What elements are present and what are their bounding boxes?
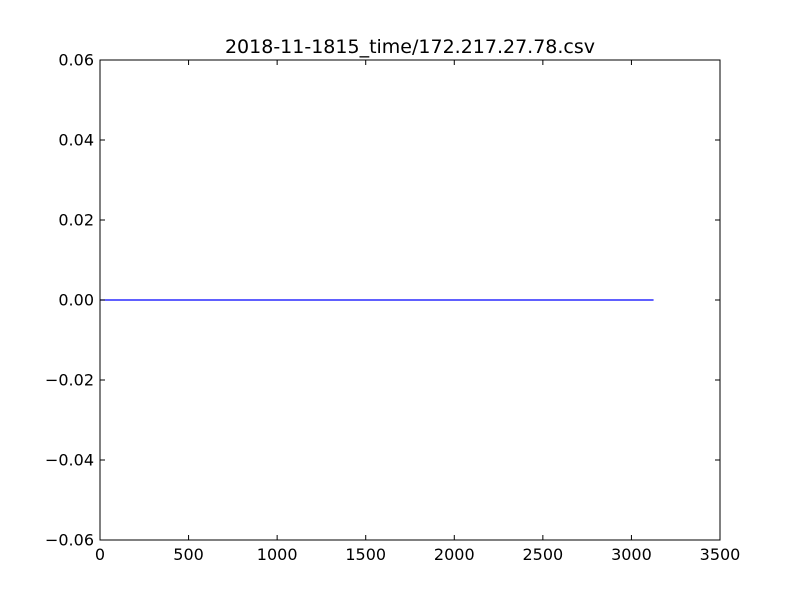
chart-title: 2018-11-1815_time/172.217.27.78.csv	[225, 36, 595, 58]
y-tick-label: 0.04	[58, 131, 94, 150]
x-tick-label: 0	[95, 545, 105, 564]
x-tick-label: 1500	[345, 545, 386, 564]
x-tick-label: 1000	[257, 545, 298, 564]
x-tick-label: 2500	[522, 545, 563, 564]
x-tick-label: 3500	[700, 545, 741, 564]
x-tick-label: 2000	[434, 545, 475, 564]
ticks-layer: 0 500 1000 1500 2000 2500 3000 3500 −0.06 −0.04 −0…	[45, 51, 740, 565]
y-tick-label: −0.02	[45, 371, 94, 390]
x-tick-label: 3000	[611, 545, 652, 564]
x-tick-label: 500	[173, 545, 204, 564]
y-tick-label: −0.04	[45, 451, 94, 470]
y-tick-label: −0.06	[45, 531, 94, 550]
y-tick-label: 0.02	[58, 211, 94, 230]
y-tick-label: 0.00	[58, 291, 94, 310]
plot-frame	[99, 59, 721, 541]
y-tick-label: 0.06	[58, 51, 94, 70]
